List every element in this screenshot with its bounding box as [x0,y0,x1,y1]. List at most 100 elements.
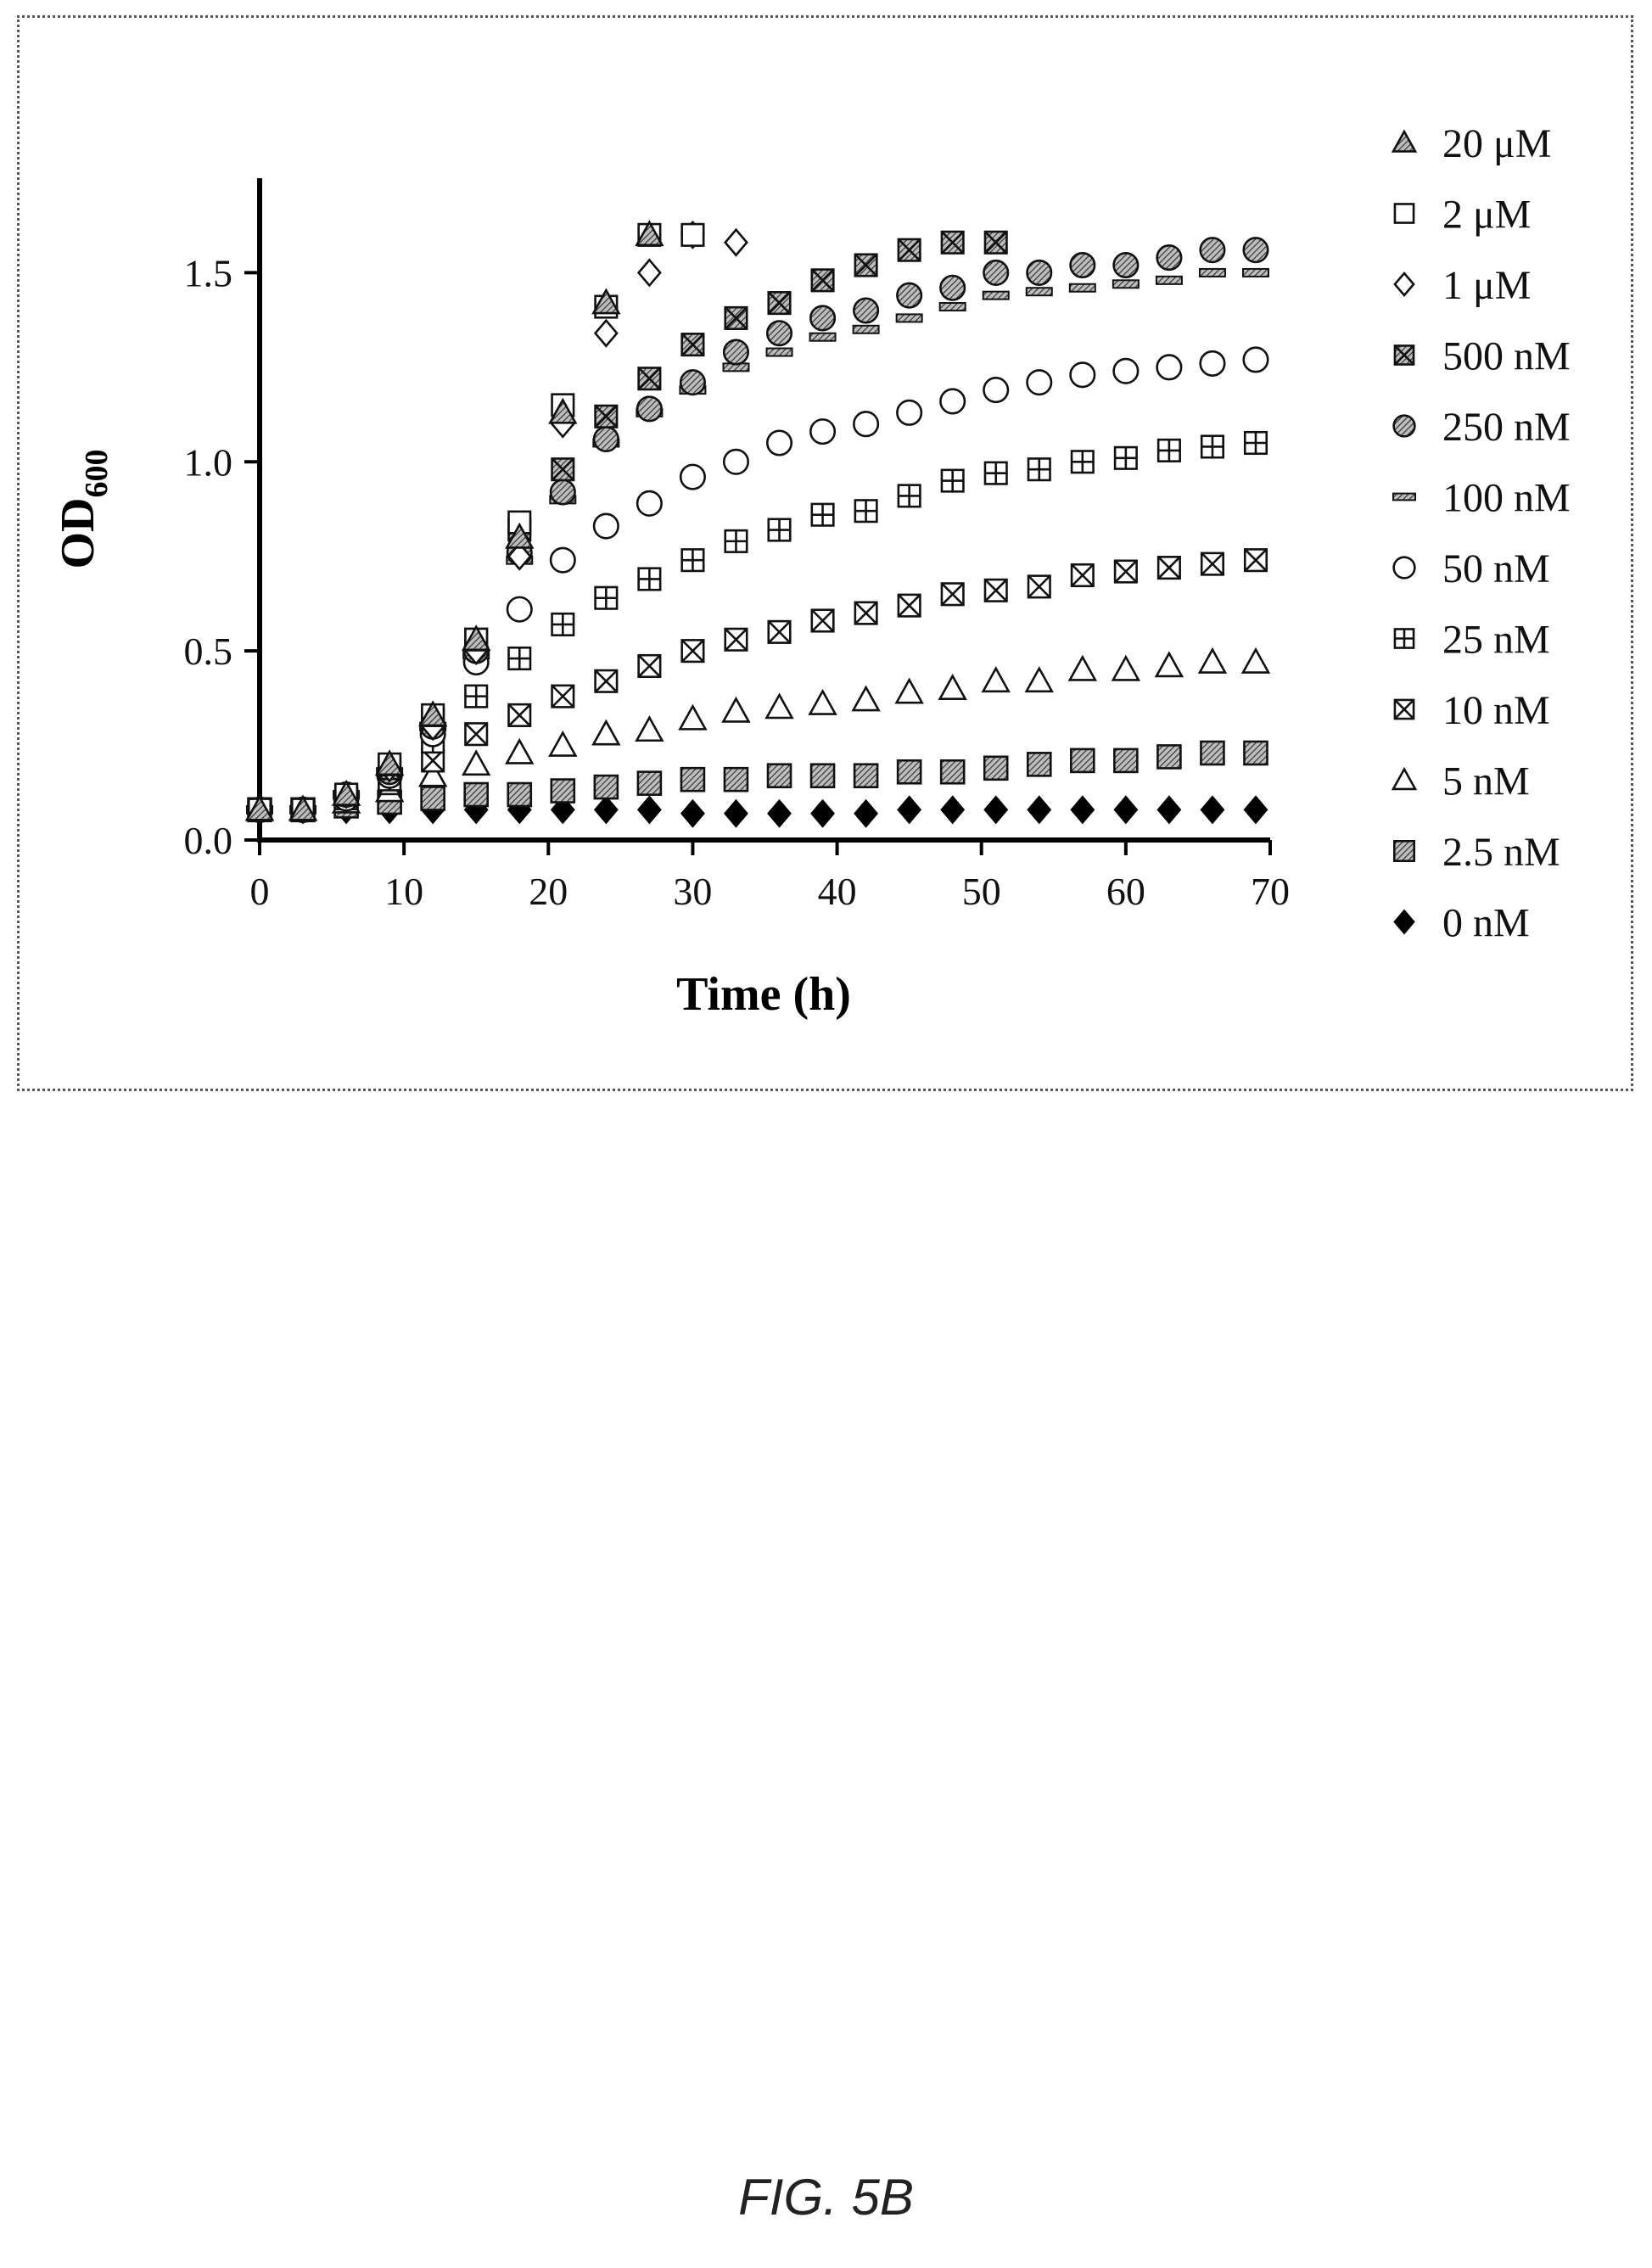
data-point [724,627,748,652]
figure-frame [17,15,1633,1091]
data-point [244,794,275,821]
data-point [1154,651,1184,678]
y-axis-title: OD600 [52,450,115,569]
data-point [1200,434,1224,459]
legend-marker [1391,766,1418,791]
legend-item: 10 nM [1393,688,1550,733]
data-point [939,388,966,415]
legend-marker [1393,909,1415,935]
data-point [1026,752,1052,777]
data-point [1069,361,1096,389]
data-point [680,639,705,664]
data-point [594,669,619,693]
figure-caption: FIG. 5B [738,2169,914,2226]
data-point [331,779,361,806]
x-tick-label: 30 [673,870,712,913]
data-point [766,763,792,789]
data-point [809,418,837,445]
legend-marker [1392,414,1416,438]
data-point [1241,267,1269,277]
data-point [897,593,921,618]
data-point [1200,740,1225,766]
data-point [1240,647,1271,674]
data-point [1027,457,1051,482]
data-point [854,798,879,828]
data-point [938,674,967,701]
legend-item: 1 μM [1393,263,1531,308]
legend-marker [1391,129,1418,153]
x-tick-label: 50 [962,870,1001,913]
legend-label: 1 μM [1442,263,1531,308]
data-point [982,290,1010,300]
data-point [1156,744,1182,770]
data-point [1243,548,1268,573]
data-point [636,795,662,825]
data-point [1242,346,1269,373]
legend-item: 0 nM [1393,901,1530,946]
data-point [1025,287,1053,297]
data-point [507,703,532,727]
data-point [894,677,924,704]
data-point [637,653,662,679]
data-point [810,798,836,828]
legend-marker [1392,556,1416,580]
legend-item: 5 nM [1391,759,1530,804]
data-point [591,719,621,746]
y-axis-title-main: OD [52,498,104,569]
data-point [810,268,835,293]
legend-marker [1393,628,1415,649]
data-point [1243,430,1268,456]
data-point [940,582,965,607]
data-point [767,798,792,828]
data-point [1112,251,1140,279]
data-point [1200,795,1225,825]
data-point [417,760,448,787]
data-point [635,220,664,247]
data-point [981,666,1011,693]
x-tick-label: 0 [250,870,270,913]
data-point [810,608,835,633]
data-point [636,770,663,796]
data-point [1113,445,1138,470]
data-point [897,238,921,262]
data-point [983,755,1009,781]
data-point [505,737,535,764]
data-point [852,324,880,334]
data-point [1156,354,1183,381]
data-point [1111,654,1141,681]
data-point [724,798,748,828]
x-axis-title: Time (h) [676,968,851,1021]
data-point [551,684,575,708]
data-point [417,700,448,727]
legend-label: 50 nM [1442,546,1550,591]
x-tick-label: 20 [529,870,568,913]
data-point [548,397,578,424]
legend-item: 2.5 nM [1393,830,1560,875]
data-point [1027,574,1051,599]
data-point [896,399,923,426]
data-point [983,377,1010,404]
data-point [1027,795,1052,825]
data-point [1026,259,1053,286]
data-point [1197,647,1228,674]
legend: 20 μM 2 μM 1 μM 500 nM 250 nM 100 nM 50 nM 25 n… [1391,121,1571,946]
data-point [679,463,706,490]
legend-label: 0 nM [1442,901,1530,946]
data-point [897,484,921,508]
data-point [983,230,1008,255]
data-point [1113,795,1139,825]
data-point [678,703,708,731]
data-point [374,749,405,776]
data-point [722,339,750,366]
data-point [721,696,751,723]
legend-marker [1393,203,1415,224]
data-point [635,715,664,742]
y-tick-label: 0.5 [184,630,233,673]
data-point [767,619,792,644]
data-point [851,685,881,712]
legend-marker [1393,839,1416,862]
data-point [551,612,575,636]
legend-item: 100 nM [1392,476,1571,521]
data-point [765,320,793,347]
data-point [853,411,880,438]
